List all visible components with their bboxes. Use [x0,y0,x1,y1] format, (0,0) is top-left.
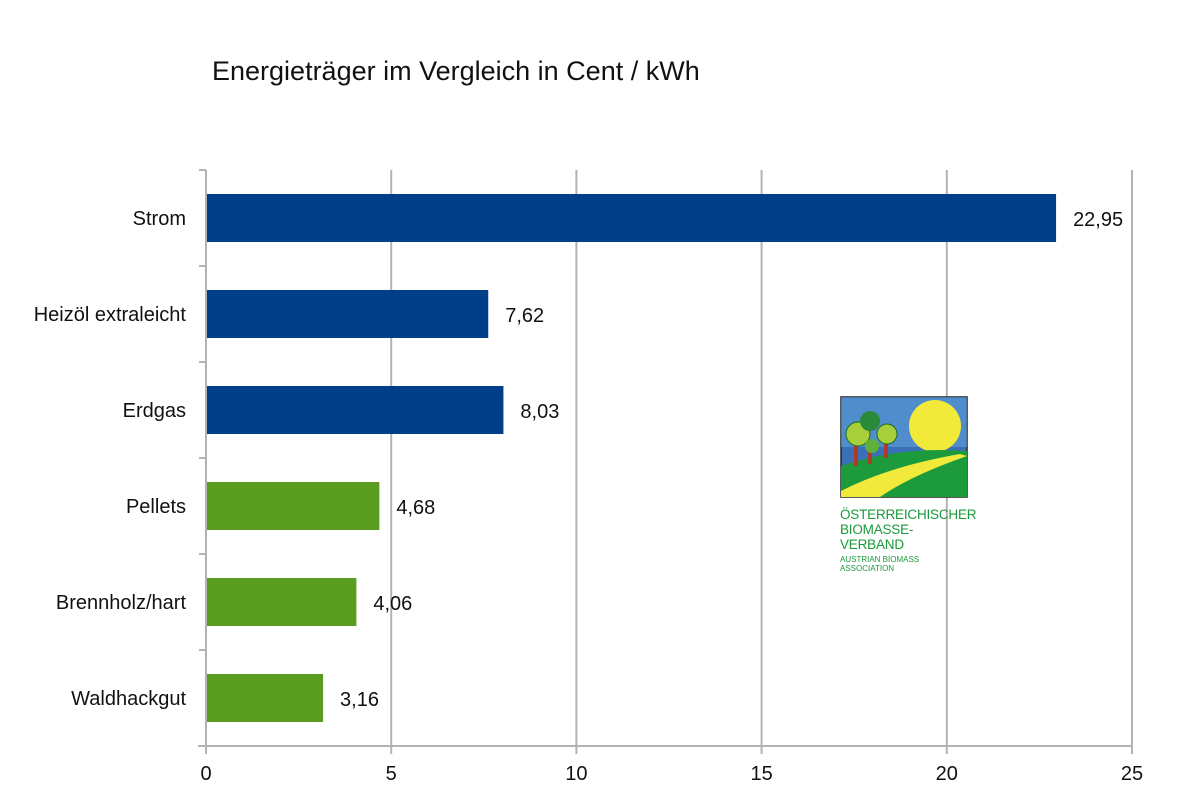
category-label: Brennholz/hart [56,592,187,614]
category-label: Pellets [126,496,186,518]
data-label: 4,68 [396,497,435,519]
bar-pellets [207,482,380,530]
data-label: 8,03 [520,401,559,423]
bar-brennholz-hart [207,578,357,626]
bar-waldhackgut [207,674,324,722]
category-label: Strom [133,208,186,230]
logo-line3: AUSTRIAN BIOMASS ASSOCIATION [840,555,920,573]
x-tick-label: 0 [200,763,211,785]
category-label: Waldhackgut [71,688,186,710]
logo-line2: BIOMASSE-VERBAND [840,522,914,552]
x-tick-label: 15 [750,763,772,785]
bar-strom [207,194,1057,242]
category-label: Erdgas [123,400,186,422]
data-label: 7,62 [505,305,544,327]
x-tick-label: 5 [386,763,397,785]
chart-title: Energieträger im Vergleich in Cent / kWh [212,56,700,86]
x-tick-label: 20 [936,763,958,785]
logo-line1: ÖSTERREICHISCHER [840,507,977,522]
x-tick-label: 25 [1121,763,1143,785]
data-label: 4,06 [373,593,412,615]
biomasse-verband-logo: ÖSTERREICHISCHER BIOMASSE-VERBAND AUSTRI… [840,396,977,573]
bar-heiz-l-extraleicht [207,290,489,338]
logo-image [840,396,968,498]
x-tick-label: 10 [565,763,587,785]
category-label: Heizöl extraleicht [34,304,187,326]
bar-erdgas [207,386,504,434]
data-label: 3,16 [340,689,379,711]
data-label: 22,95 [1073,209,1123,231]
